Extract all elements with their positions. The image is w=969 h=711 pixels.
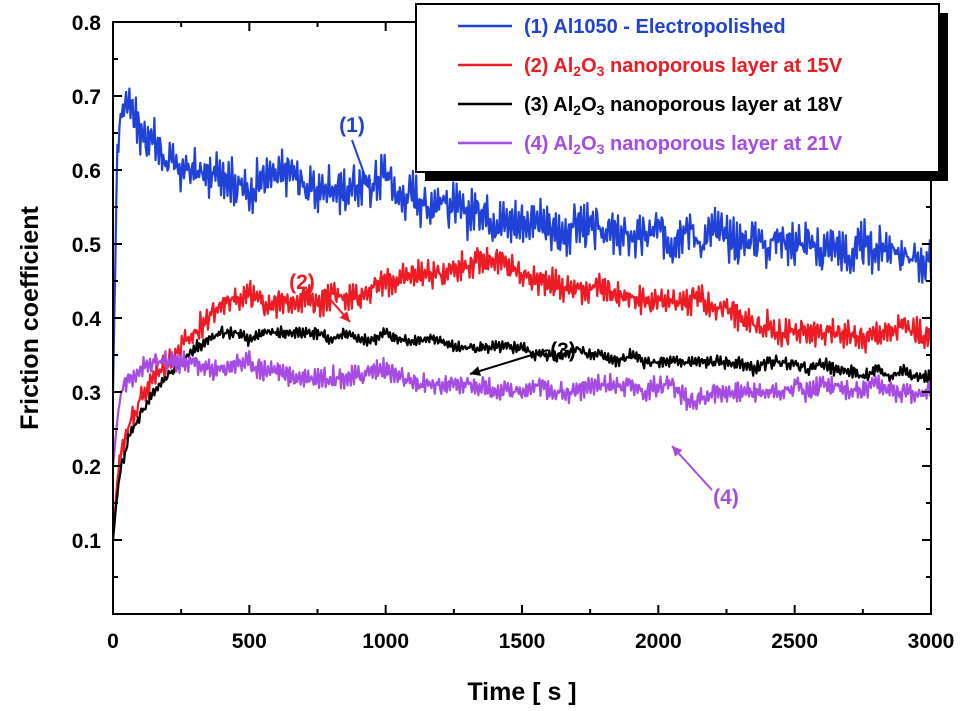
x-tick-label: 0 — [107, 630, 119, 653]
x-tick-label: 2500 — [771, 630, 818, 653]
legend-text-part: nanoporous layer at 18V — [604, 94, 843, 116]
legend-text-part: nanoporous layer at 21V — [604, 133, 843, 155]
legend-text-part: (1) Al1050 - Electropolished — [524, 16, 786, 38]
annotation-label-3: (3) — [550, 339, 576, 362]
x-tick-label: 3000 — [908, 630, 955, 653]
legend-subscript: 2 — [573, 102, 581, 118]
series-line-2 — [111, 246, 933, 541]
series-layer — [111, 87, 933, 541]
legend-text-part: nanoporous layer at 15V — [604, 55, 843, 77]
y-axis-title: Friction coefficient — [16, 206, 44, 430]
annotation-label-2: (2) — [289, 271, 315, 294]
series-line-1 — [111, 87, 933, 393]
x-tick-label: 500 — [232, 630, 267, 653]
arrow-head-icon — [339, 311, 350, 322]
legend-entry-1: (1) Al1050 - Electropolished — [524, 16, 786, 38]
annotation-label-4: (4) — [713, 486, 739, 509]
y-tick-label: 0.8 — [72, 12, 102, 35]
legend: (1) Al1050 - Electropolished(2) Al2O3 na… — [415, 3, 948, 181]
annotations: (1) (2) (3) (4) — [289, 114, 739, 509]
tick-labels: 0 500 1000 1500 2000 2500 3000 0.1 0.2 0.3 0.4 0.5 0… — [72, 12, 955, 653]
legend-text-part: O — [581, 133, 597, 155]
legend-text-part: (4) Al — [524, 133, 573, 155]
legend-text-part: (3) Al — [524, 94, 573, 116]
legend-text-part: (2) Al — [524, 55, 573, 77]
y-tick-label: 0.1 — [72, 530, 102, 553]
series-line-4 — [111, 350, 932, 467]
y-tick-label: 0.4 — [72, 308, 102, 331]
arrow-head-icon — [361, 178, 372, 190]
legend-entry-2: (2) Al2O3 nanoporous layer at 15V — [524, 55, 843, 79]
arrow-head-icon — [672, 446, 683, 457]
x-axis-title: Time [ s ] — [467, 678, 576, 706]
legend-subscript: 3 — [597, 141, 605, 157]
legend-subscript: 3 — [597, 102, 605, 118]
legend-entry-4: (4) Al2O3 nanoporous layer at 21V — [524, 133, 843, 157]
x-tick-label: 1000 — [362, 630, 409, 653]
arrow-head-icon — [470, 366, 482, 376]
annotation-label-1: (1) — [339, 114, 365, 137]
legend-text-part: O — [581, 55, 597, 77]
legend-subscript: 2 — [573, 141, 581, 157]
legend-subscript: 2 — [573, 63, 581, 79]
legend-entry-3: (3) Al2O3 nanoporous layer at 18V — [524, 94, 843, 118]
annotation-arrow-3 — [469, 349, 549, 375]
y-tick-label: 0.7 — [72, 86, 101, 109]
series-line-3 — [111, 325, 933, 541]
y-tick-label: 0.5 — [72, 234, 102, 257]
legend-text-part: O — [581, 94, 597, 116]
x-tick-label: 2000 — [635, 630, 682, 653]
y-tick-label: 0.3 — [72, 382, 101, 405]
x-tick-label: 1500 — [499, 630, 546, 653]
legend-subscript: 3 — [597, 63, 605, 79]
y-tick-label: 0.2 — [72, 456, 101, 479]
y-tick-label: 0.6 — [72, 160, 101, 183]
